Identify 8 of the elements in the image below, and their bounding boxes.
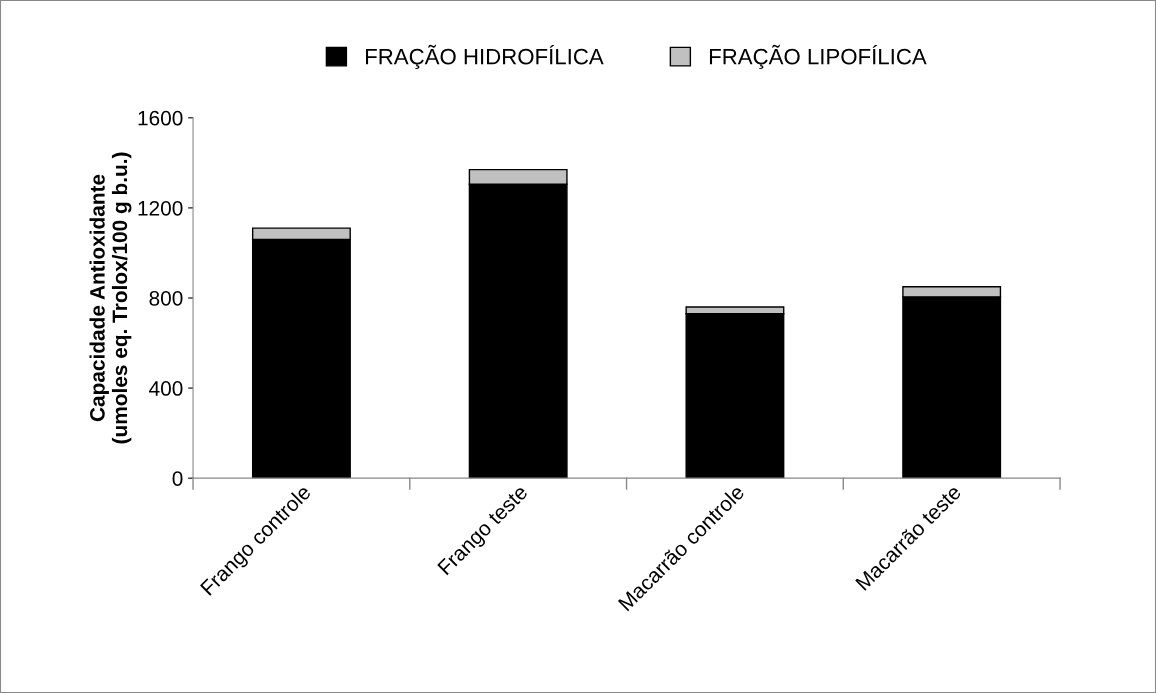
legend-label: FRAÇÃO HIDROFÍLICA xyxy=(366,44,604,69)
y-tick-label: 0 xyxy=(172,471,183,486)
y-axis-title: Capacidade Antioxidante (umoles eq. Trolox/100 g b.u.) xyxy=(89,152,132,444)
y-tick-label: 800 xyxy=(149,290,183,306)
legend-label: FRAÇÃO LIPOFÍLICA xyxy=(709,44,927,69)
y-tick-label: 1600 xyxy=(138,110,183,126)
y-tick-label: 400 xyxy=(149,381,183,396)
y-tick-label: 1200 xyxy=(138,200,183,216)
